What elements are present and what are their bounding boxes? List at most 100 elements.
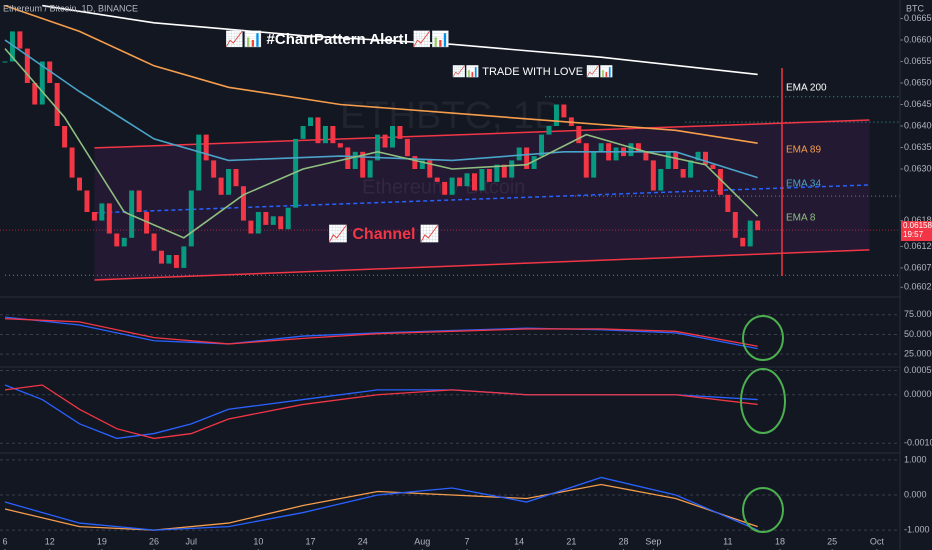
candle xyxy=(524,147,530,170)
candle xyxy=(263,212,269,225)
candle xyxy=(233,169,239,187)
y-tick-label: 25.00000 xyxy=(904,349,932,359)
candle xyxy=(278,216,284,230)
y-tick-label: -0.00100 xyxy=(904,438,932,448)
indicator-line xyxy=(4,476,758,531)
candle xyxy=(322,125,328,144)
indicator-line xyxy=(4,318,758,347)
candle xyxy=(17,31,23,49)
candle xyxy=(285,207,291,230)
x-tick-label: 11 xyxy=(723,536,732,546)
candle xyxy=(375,134,381,161)
candle xyxy=(151,233,157,251)
candle xyxy=(188,190,194,247)
candle xyxy=(9,31,15,62)
candle xyxy=(509,160,515,178)
candle xyxy=(144,212,150,234)
candle xyxy=(531,156,537,170)
x-tick-label: 28 xyxy=(619,536,629,546)
candle xyxy=(300,125,306,139)
annotation: 📈 Channel 📈 xyxy=(328,224,440,243)
x-tick-label: 12 xyxy=(45,536,55,546)
highlight-circle xyxy=(740,368,786,434)
x-tick-label: 17 xyxy=(306,536,316,546)
price-tag-label: 0.06158 xyxy=(903,221,932,230)
candle xyxy=(2,61,8,63)
x-tick-label: 6 xyxy=(2,536,7,546)
x-tick-label: 26 xyxy=(149,536,159,546)
legend-entry: EMA 200 xyxy=(786,83,827,94)
currency: BTC xyxy=(906,3,925,13)
candle xyxy=(479,169,485,191)
candle xyxy=(747,220,753,247)
candle xyxy=(665,151,671,170)
y-tick-label: 0.06025 xyxy=(904,282,932,292)
candle xyxy=(352,151,358,170)
candle xyxy=(419,160,425,170)
candle xyxy=(106,203,112,234)
x-tick-label: 18 xyxy=(775,536,785,546)
candle xyxy=(717,169,723,195)
candle xyxy=(583,143,589,178)
countdown: 19:57 xyxy=(903,230,924,239)
candle xyxy=(129,190,135,238)
candle xyxy=(367,160,373,178)
candle xyxy=(598,143,604,152)
legend-entry: EMA 8 xyxy=(786,213,816,224)
candle xyxy=(732,212,738,238)
x-tick-label: 25 xyxy=(827,536,837,546)
channel-line xyxy=(94,249,870,281)
candle xyxy=(695,151,701,161)
watermark: ETHBTC, 1D xyxy=(340,95,562,137)
candle xyxy=(166,255,172,264)
candle xyxy=(173,255,179,268)
candle xyxy=(136,190,142,213)
candle xyxy=(270,216,276,225)
candle xyxy=(442,181,448,195)
highlight-circle xyxy=(742,315,784,361)
candle xyxy=(539,134,545,157)
candle xyxy=(434,177,440,182)
candle xyxy=(635,143,641,152)
candle xyxy=(397,125,403,139)
candle xyxy=(62,125,68,148)
candle xyxy=(740,237,746,247)
plot-area xyxy=(0,4,903,550)
candle xyxy=(32,82,38,105)
candle xyxy=(650,160,656,191)
x-tick-label: 10 xyxy=(253,536,263,546)
candle xyxy=(471,173,477,191)
candle xyxy=(486,169,492,182)
candle xyxy=(673,151,679,170)
y-tick-label: 0.000 xyxy=(904,489,927,499)
price-tag xyxy=(901,221,932,242)
ema-line xyxy=(4,39,758,179)
candle xyxy=(553,104,559,126)
chart-title: Ethereum / Bitcoin, 1D, BINANCE xyxy=(3,3,138,13)
candle xyxy=(591,151,597,178)
candle xyxy=(99,203,105,221)
candle xyxy=(382,134,388,148)
candle xyxy=(412,156,418,170)
candle xyxy=(457,177,463,187)
candle xyxy=(360,151,366,178)
candle xyxy=(337,143,343,148)
candle xyxy=(449,177,455,195)
candle xyxy=(315,117,321,144)
candle xyxy=(24,48,30,83)
candle xyxy=(628,143,634,157)
candle xyxy=(196,134,202,191)
x-tick-label: 7 xyxy=(465,536,470,546)
candle xyxy=(181,246,187,268)
ema-line xyxy=(4,48,759,239)
